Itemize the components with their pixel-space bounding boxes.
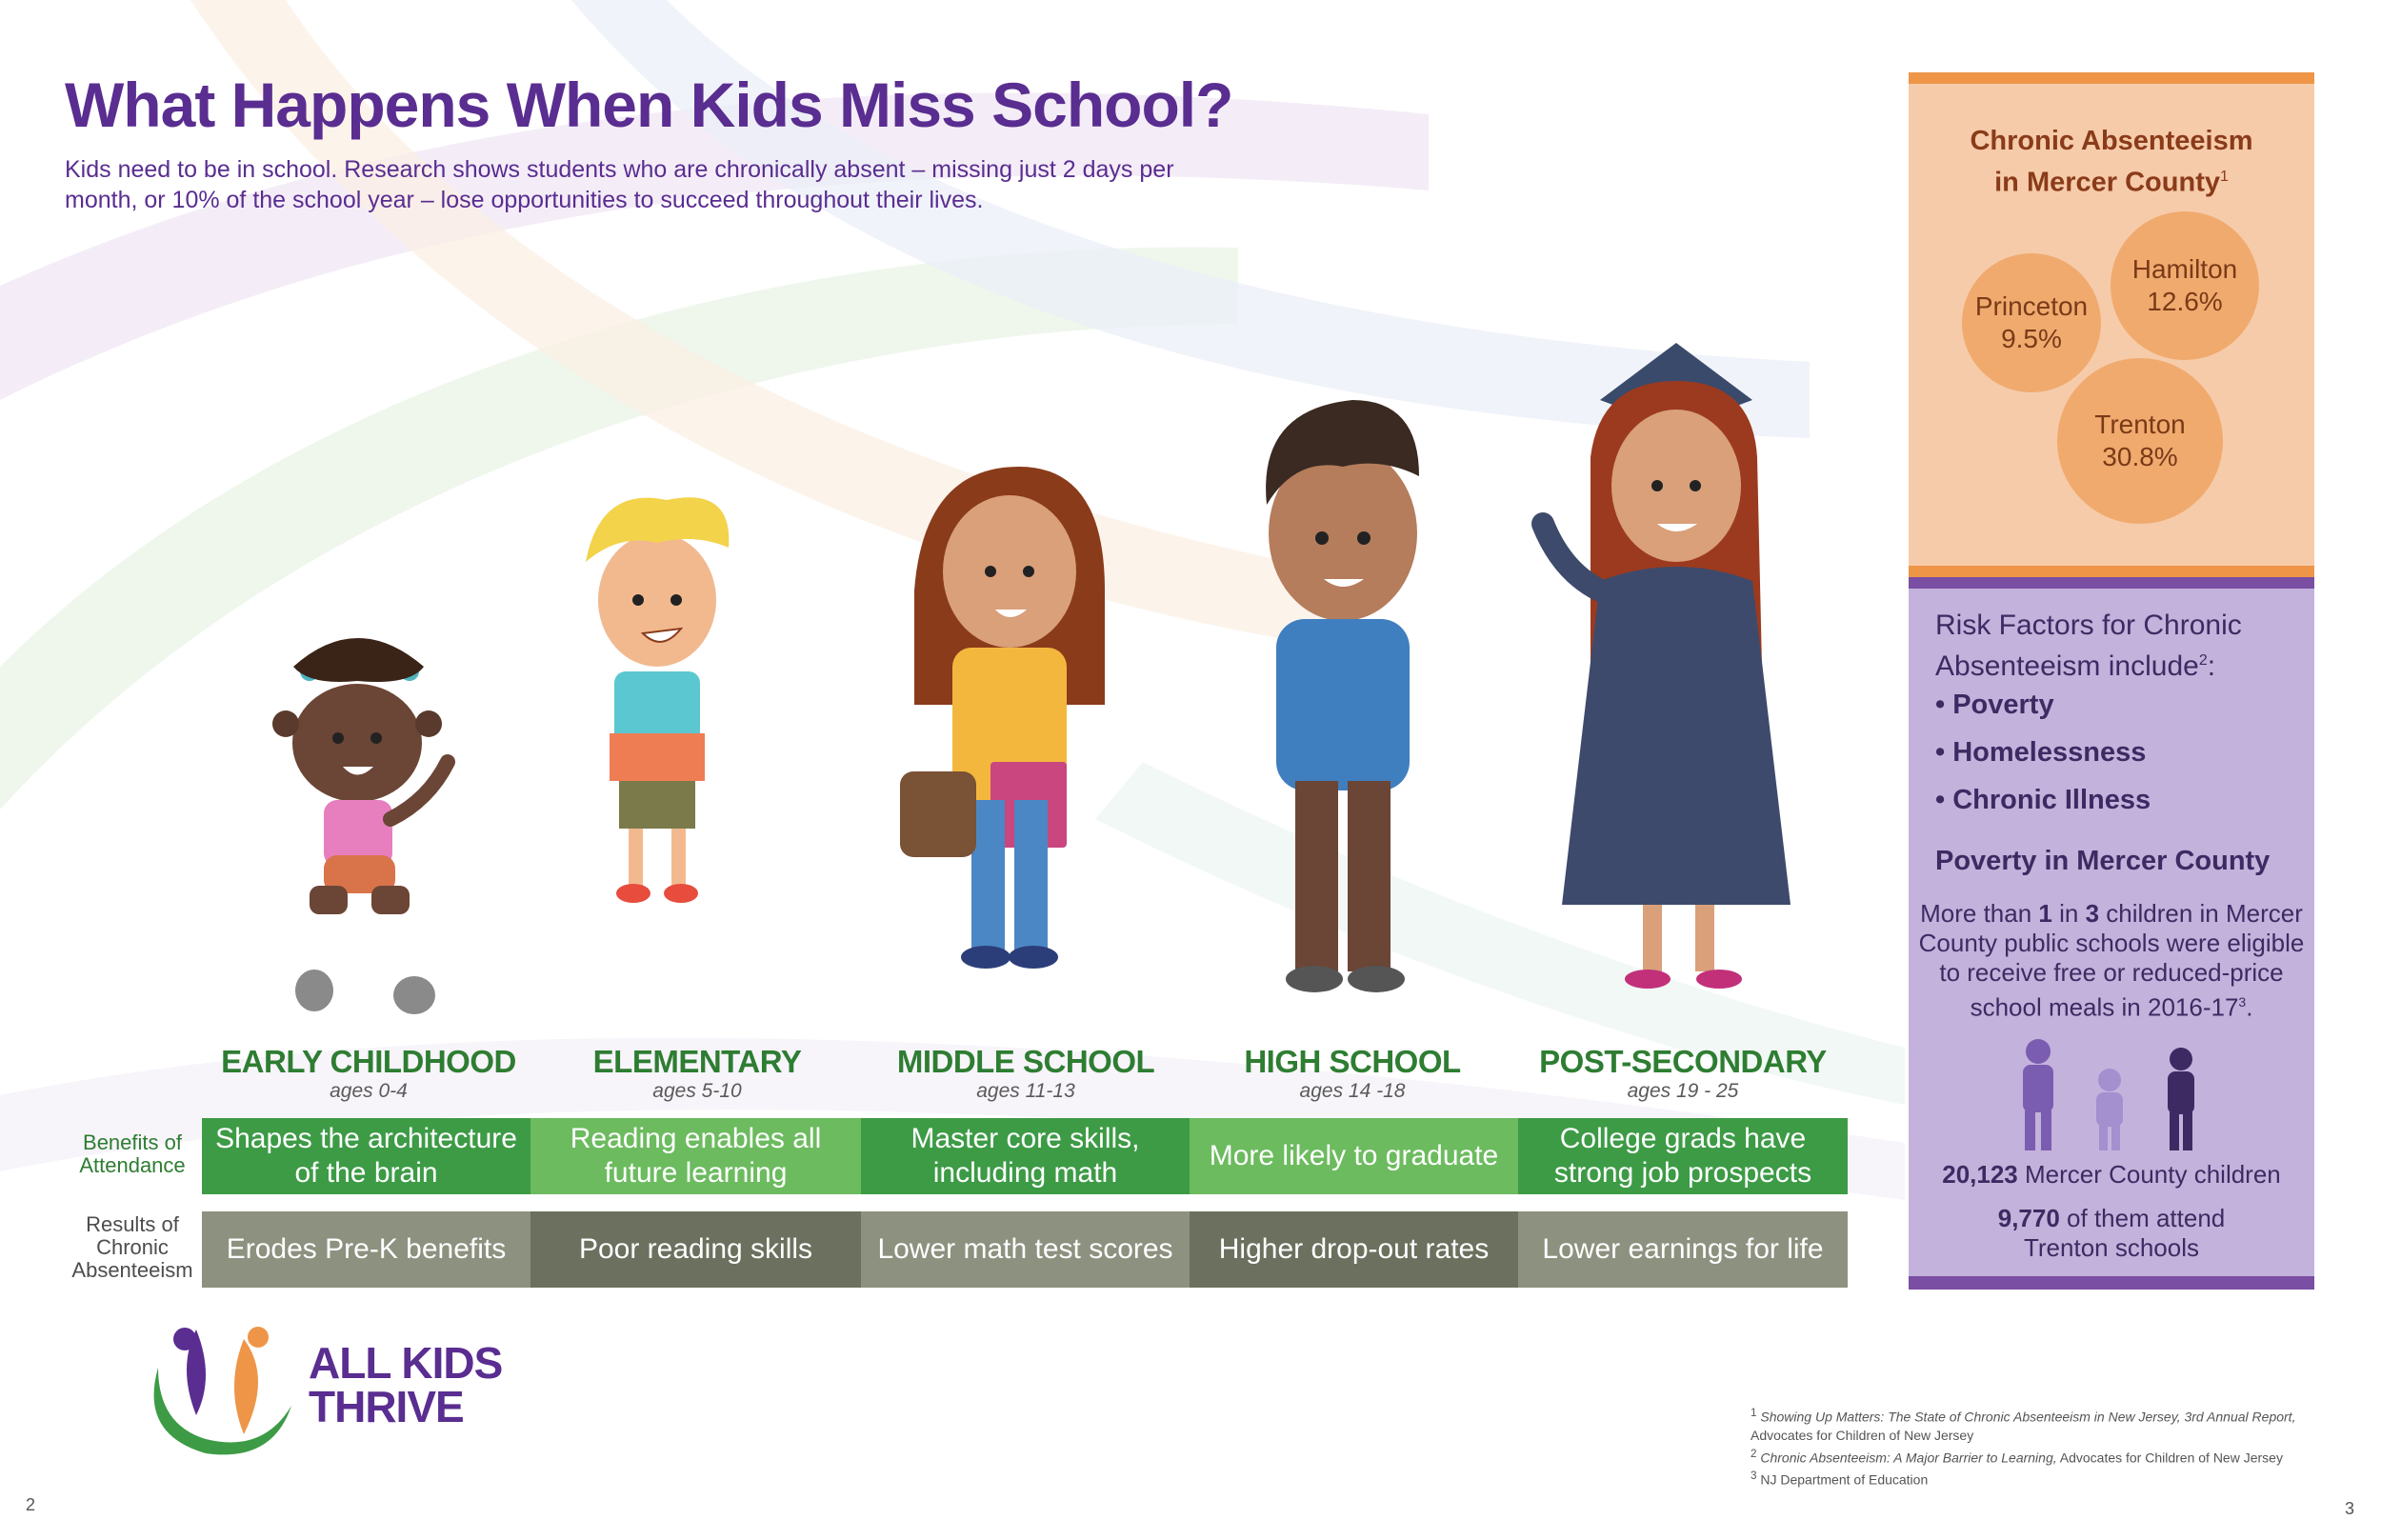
stage-title-middle-school: MIDDLE SCHOOL [896, 1044, 1155, 1079]
footnotes: 1 Showing Up Matters: The State of Chron… [1751, 1404, 2322, 1490]
children-silhouettes-icon [2023, 1039, 2194, 1150]
page-number-left: 2 [26, 1495, 36, 1514]
trenton-count-stat: 9,770 of them attend Trenton schools [1997, 1204, 2226, 1262]
stage-ages-middle-school: ages 11-13 [976, 1080, 1075, 1102]
result-cell: Erodes Pre-K benefits [202, 1211, 530, 1288]
toddler-figure [272, 638, 455, 1014]
footnote-item: 1 Showing Up Matters: The State of Chron… [1751, 1407, 2296, 1443]
stage-ages-early-childhood: ages 0-4 [330, 1080, 408, 1102]
result-cell: Lower math test scores [861, 1211, 1190, 1288]
absenteeism-title: Chronic Absenteeism in Mercer County1 [1970, 126, 2253, 198]
benefit-cell: Reading enables all future learning [530, 1118, 861, 1194]
panel-divider-purple [1909, 577, 2314, 589]
result-cell: Higher drop-out rates [1190, 1211, 1518, 1288]
benefit-cell: Master core skills, including math [861, 1118, 1190, 1194]
row-label-benefits: Benefits of Attendance [79, 1130, 186, 1177]
logo-wordmark: ALL KIDS THRIVE [309, 1338, 503, 1431]
poverty-title: Poverty in Mercer County [1935, 846, 2271, 876]
town-bubble-hamilton: Hamilton 12.6% [2111, 211, 2259, 360]
page-subtitle: Kids need to be in school. Research show… [65, 156, 1174, 213]
children-illustration [272, 343, 1791, 1014]
benefit-cell: Shapes the architecture of the brain [202, 1118, 530, 1194]
stage-title-high-school: HIGH SCHOOL [1244, 1044, 1461, 1079]
town-bubble-trenton: Trenton 30.8% [2057, 358, 2223, 524]
poverty-text: More than 1 in 3 children in Mercer Coun… [1918, 899, 2305, 1022]
risk-factors-title: Risk Factors for Chronic Absenteeism inc… [1935, 610, 2242, 682]
stage-ages-high-school: ages 14 -18 [1299, 1080, 1406, 1102]
high-school-boy-figure [1266, 400, 1419, 992]
risk-factor-item: • Chronic Illness [1935, 785, 2151, 815]
panel-divider-orange [1909, 566, 2314, 577]
risk-factor-item: • Homelessness [1935, 737, 2147, 768]
benefit-cell: College grads have strong job prospects [1518, 1118, 1848, 1194]
stage-title-post-secondary: POST-SECONDARY [1539, 1044, 1827, 1079]
page-title: What Happens When Kids Miss School? [65, 70, 1233, 140]
result-cell: Lower earnings for life [1518, 1211, 1848, 1288]
benefit-cell: More likely to graduate [1190, 1118, 1518, 1194]
stage-title-early-childhood: EARLY CHILDHOOD [221, 1044, 516, 1079]
footnote-item: 2 Chronic Absenteeism: A Major Barrier t… [1751, 1447, 2283, 1466]
middle-school-girl-figure [900, 467, 1105, 969]
stage-title-elementary: ELEMENTARY [592, 1044, 802, 1079]
risk-factors-panel [1909, 589, 2314, 1288]
stage-ages-post-secondary: ages 19 - 25 [1627, 1080, 1739, 1102]
page-number-right: 3 [2345, 1499, 2355, 1518]
panel-accent-bar [1909, 72, 2314, 84]
footnote-item: 3 NJ Department of Education [1751, 1470, 1929, 1488]
risk-factor-item: • Poverty [1935, 690, 2054, 720]
panel-bottom-bar [1909, 1276, 2314, 1290]
result-cell: Poor reading skills [530, 1211, 861, 1288]
elementary-boy-figure [586, 497, 730, 903]
children-count-stat: 20,123 Mercer County children [1942, 1160, 2281, 1189]
all-kids-thrive-logo-icon [153, 1327, 291, 1455]
town-bubble-princeton: Princeton 9.5% [1962, 253, 2101, 392]
stage-ages-elementary: ages 5-10 [652, 1080, 742, 1102]
row-label-results: Results of Chronic Absenteeism [71, 1212, 193, 1282]
graduate-figure [1531, 343, 1791, 989]
